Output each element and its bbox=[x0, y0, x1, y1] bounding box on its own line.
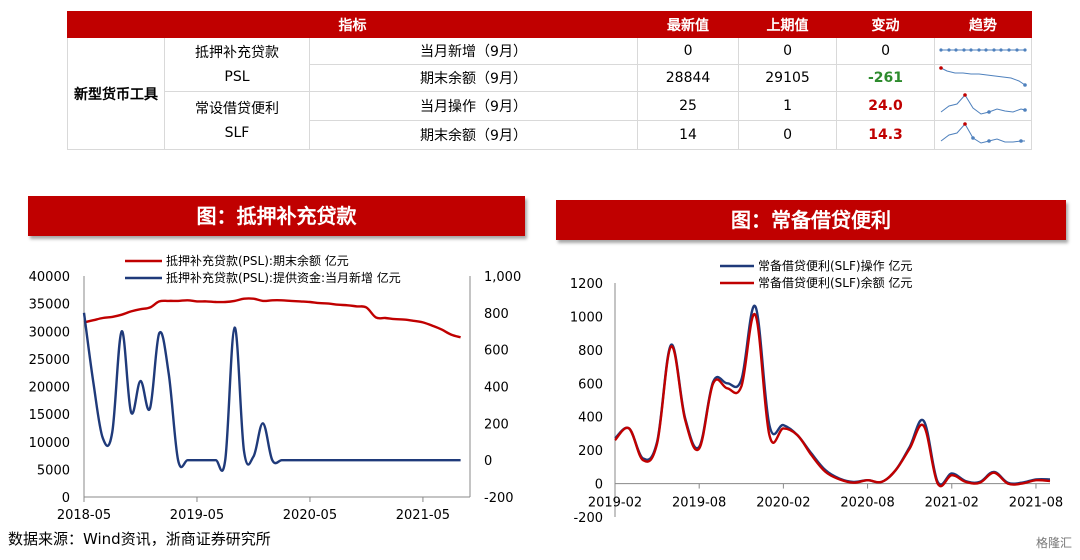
previous-value: 29105 bbox=[738, 64, 838, 92]
y-tick-label: 20000 bbox=[29, 381, 70, 396]
x-tick-label: 2019-02 bbox=[588, 496, 642, 511]
previous-value: 1 bbox=[738, 91, 838, 121]
x-tick-label: 2021-05 bbox=[396, 508, 450, 523]
latest-value: 28844 bbox=[637, 64, 740, 92]
item-label: 当月操作（9月） bbox=[308, 91, 639, 121]
trend-sparkline bbox=[934, 64, 1033, 92]
tool-name: 常设借贷便利 SLF bbox=[164, 91, 310, 150]
y-tick-label: 15000 bbox=[29, 408, 70, 423]
table-header-row: 指标 最新值 上期值 变动 趋势 bbox=[66, 11, 1033, 38]
y-tick-label: 35000 bbox=[29, 298, 70, 313]
right-chart-title: 图：常备借贷便利 bbox=[556, 200, 1066, 240]
x-tick-label: 2018-05 bbox=[57, 508, 111, 523]
slf-chart: -200 0 200 400 600 800 1000 1200 2019-02 2019-08 2… bbox=[570, 258, 1063, 526]
y-tick-label: 0 bbox=[62, 491, 70, 506]
psl-balance-line bbox=[83, 297, 461, 339]
item-label: 期末余额（9月） bbox=[308, 120, 639, 150]
x-tick-label: 2020-02 bbox=[756, 496, 810, 511]
y-tick-label: 400 bbox=[578, 411, 603, 426]
monitor-table: 指标 最新值 上期值 变动 趋势 新型货币工具 抵押补充贷款 PSL 当月新增（… bbox=[66, 11, 1033, 150]
data-source: 数据来源：Wind资讯，浙商证券研究所 bbox=[8, 530, 271, 548]
previous-value: 0 bbox=[738, 37, 838, 65]
y-tick-label: 10000 bbox=[29, 436, 70, 451]
sparkline-psl-balance bbox=[939, 66, 1027, 87]
group-label: 新型货币工具 bbox=[67, 37, 165, 150]
legend-label: 抵押补充贷款(PSL):提供资金:当月新增 亿元 bbox=[166, 270, 401, 285]
item-label: 期末余额（9月） bbox=[308, 64, 639, 92]
y-tick-label: 1200 bbox=[570, 277, 603, 292]
legend-label: 抵押补充贷款(PSL):期末余额 亿元 bbox=[166, 253, 349, 268]
x-tick-label: 2020-08 bbox=[840, 496, 894, 511]
latest-value: 25 bbox=[637, 91, 740, 121]
legend-label: 常备借贷便利(SLF)操作 亿元 bbox=[758, 258, 912, 273]
change-value: 0 bbox=[836, 37, 936, 65]
previous-value: 0 bbox=[738, 120, 838, 150]
y-tick-label: 1000 bbox=[570, 310, 603, 325]
change-value: -261 bbox=[836, 64, 936, 92]
header-change: 变动 bbox=[836, 11, 936, 38]
y-tick-label: 40000 bbox=[29, 270, 70, 285]
y2-tick-label: 200 bbox=[484, 417, 509, 432]
change-value: 24.0 bbox=[836, 91, 936, 121]
y-tick-label: -200 bbox=[573, 511, 603, 526]
y-tick-label: 25000 bbox=[29, 353, 70, 368]
x-tick-label: 2021-08 bbox=[1009, 496, 1063, 511]
header-previous: 上期值 bbox=[738, 11, 838, 38]
x-tick-label: 2021-02 bbox=[925, 496, 979, 511]
change-value: 14.3 bbox=[836, 120, 936, 150]
x-tick-label: 2019-05 bbox=[170, 508, 224, 523]
y-tick-label: 30000 bbox=[29, 325, 70, 340]
sparkline-slf-balance bbox=[940, 122, 1026, 144]
y2-tick-label: 400 bbox=[484, 381, 509, 396]
x-tick-label: 2020-05 bbox=[283, 508, 337, 523]
table-row: 常设借贷便利 SLF 当月操作（9月） 25 1 24.0 bbox=[68, 91, 1033, 150]
tool-name: 抵押补充贷款 PSL bbox=[164, 37, 310, 92]
table-row: 期末余额（9月） 14 0 14.3 bbox=[68, 120, 1033, 150]
left-chart-title: 图：抵押补充贷款 bbox=[28, 196, 525, 236]
psl-new-line bbox=[82, 312, 461, 472]
y-tick-label: 5000 bbox=[37, 463, 70, 478]
x-tick-label: 2019-08 bbox=[672, 496, 726, 511]
y2-tick-label: 1,000 bbox=[484, 270, 521, 285]
trend-sparkline bbox=[934, 120, 1033, 150]
watermark: 格隆汇 bbox=[1035, 536, 1072, 550]
y2-tick-label: 0 bbox=[484, 454, 492, 469]
y-tick-label: 0 bbox=[595, 478, 603, 493]
trend-sparkline bbox=[934, 37, 1033, 65]
y-tick-label: 600 bbox=[578, 377, 603, 392]
header-trend: 趋势 bbox=[934, 11, 1033, 38]
y2-tick-label: 600 bbox=[484, 344, 509, 359]
header-latest: 最新值 bbox=[637, 11, 740, 38]
latest-value: 0 bbox=[637, 37, 740, 65]
y-tick-label: 800 bbox=[578, 344, 603, 359]
item-label: 当月新增（9月） bbox=[308, 37, 639, 65]
y-tick-label: 200 bbox=[578, 444, 603, 459]
header-indicator: 指标 bbox=[66, 11, 639, 38]
y2-tick-label: -200 bbox=[484, 491, 514, 506]
y2-tick-label: 800 bbox=[484, 307, 509, 322]
psl-chart: 0 5000 10000 15000 20000 25000 30000 35000 40000… bbox=[29, 253, 522, 523]
legend-label: 常备借贷便利(SLF)余额 亿元 bbox=[758, 275, 912, 290]
trend-sparkline bbox=[934, 91, 1033, 121]
sparkline-slf-operation bbox=[940, 93, 1027, 115]
slf-balance-line bbox=[614, 313, 1051, 488]
table-row: 新型货币工具 抵押补充贷款 PSL 当月新增（9月） 0 0 0 bbox=[67, 37, 1033, 150]
latest-value: 14 bbox=[637, 120, 740, 150]
sparkline-psl-new bbox=[939, 48, 1027, 52]
